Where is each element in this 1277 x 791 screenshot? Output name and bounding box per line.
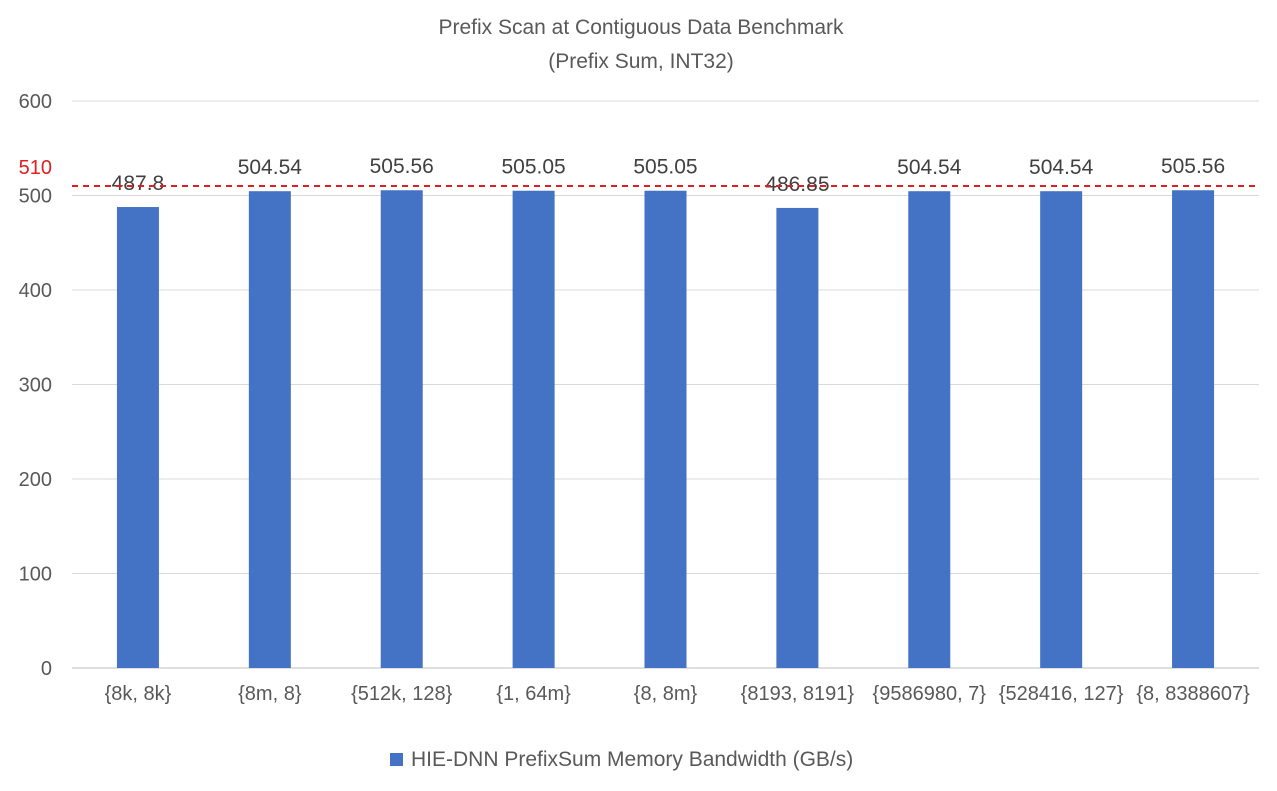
data-label: 504.54 [1029, 156, 1094, 179]
y-tick-label: 500 [19, 186, 52, 208]
legend-label: HIE-DNN PrefixSum Memory Bandwidth (GB/s… [411, 748, 853, 771]
data-label: 505.05 [501, 156, 565, 179]
data-label: 505.05 [633, 156, 697, 179]
reference-line-label: 510 [19, 157, 52, 179]
bars [116, 190, 1215, 669]
y-tick-label: 0 [41, 658, 52, 680]
data-label: 487.8 [112, 172, 165, 195]
legend-swatch [390, 753, 403, 766]
y-tick-label: 200 [19, 469, 52, 491]
y-tick-label: 300 [19, 375, 52, 397]
data-label: 505.56 [370, 155, 434, 178]
bar [380, 190, 423, 669]
data-label: 505.56 [1161, 155, 1225, 178]
data-labels: 487.8 504.54 505.56 505.05 505.05 486.85 504.5… [112, 155, 1226, 196]
bar [116, 207, 159, 669]
bar [908, 191, 951, 668]
bar [512, 190, 555, 668]
y-tick-label: 100 [19, 564, 52, 586]
y-axis-tick-labels: 0 100 200 300 400 500 600 [19, 91, 52, 680]
x-tick-label: {8, 8388607} [1136, 683, 1250, 705]
x-axis-tick-labels: {8k, 8k} {8m, 8} {512k, 128} {1, 64m} {8, 8m… [105, 683, 1251, 705]
x-tick-label: {1, 64m} [496, 683, 571, 705]
bar [776, 207, 819, 668]
chart-title: Prefix Scan at Contiguous Data Benchmark [438, 16, 844, 39]
bar [644, 190, 687, 668]
x-tick-label: {8, 8m} [634, 683, 698, 705]
x-tick-label: {512k, 128} [351, 683, 453, 705]
data-label: 504.54 [897, 156, 962, 179]
x-tick-label: {8m, 8} [238, 683, 302, 705]
x-tick-label: {8193, 8191} [741, 683, 855, 705]
bar [1040, 191, 1083, 668]
y-tick-label: 600 [19, 91, 52, 113]
reference-line-group: 510 [19, 157, 1259, 188]
chart-subtitle: (Prefix Sum, INT32) [548, 50, 734, 73]
x-tick-label: {9586980, 7} [873, 683, 987, 705]
legend: HIE-DNN PrefixSum Memory Bandwidth (GB/s… [390, 748, 853, 771]
data-label: 504.54 [238, 156, 303, 179]
y-tick-label: 400 [19, 280, 52, 302]
bar [248, 191, 291, 668]
x-tick-label: {528416, 127} [999, 683, 1124, 705]
bar [1172, 190, 1215, 669]
x-tick-label: {8k, 8k} [105, 683, 172, 705]
data-label: 486.85 [765, 173, 829, 196]
